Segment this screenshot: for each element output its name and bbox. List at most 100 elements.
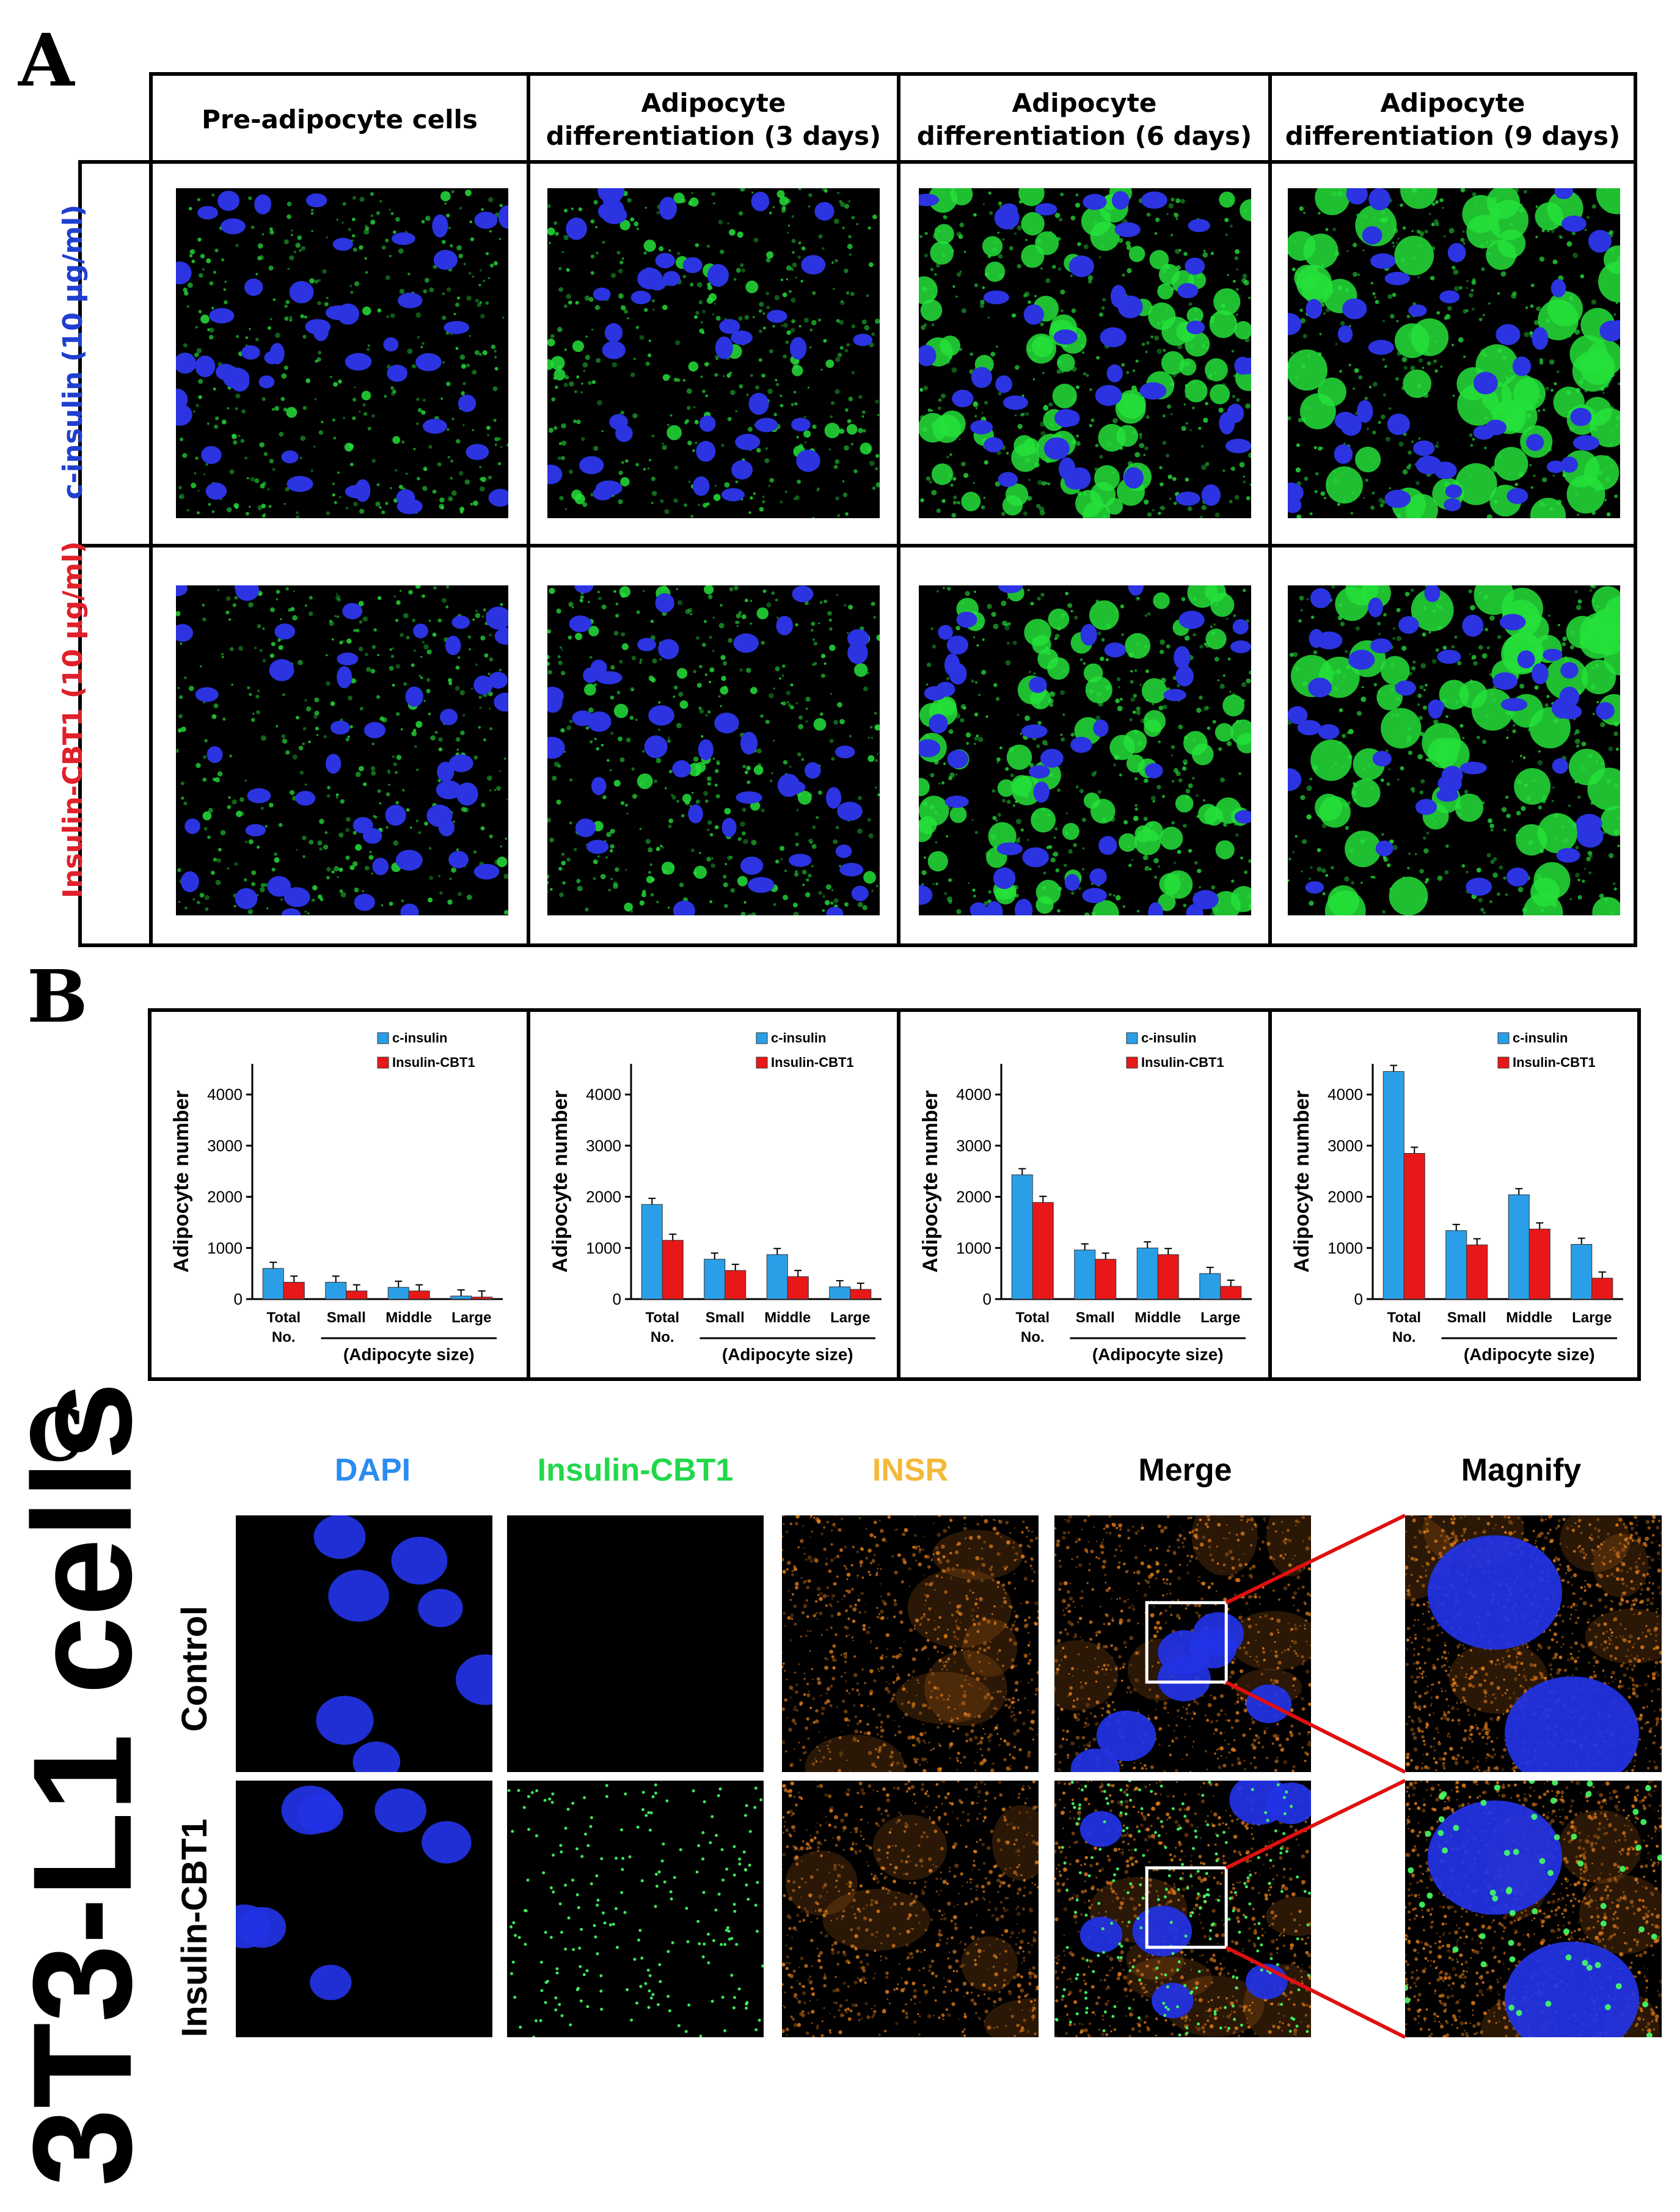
bar xyxy=(388,1287,409,1299)
bar xyxy=(787,1276,808,1299)
bar xyxy=(409,1291,429,1299)
column-header: Adipocyte differentiation (9 days) xyxy=(1272,79,1634,160)
y-tick-label: 2000 xyxy=(1328,1188,1363,1206)
y-tick-label: 0 xyxy=(234,1290,243,1308)
row-label-insulin-cbt1-c: Insulin-CBT1 xyxy=(174,1787,217,2068)
row-label-insulin-cbt1: Insulin-CBT1 (10 μg/ml) xyxy=(57,593,92,898)
cell-line-label: 3T3-L1 cells xyxy=(12,1357,159,2212)
bar xyxy=(326,1282,346,1299)
x-tick-label: Large xyxy=(1572,1309,1612,1326)
row-label-control: Control xyxy=(174,1559,217,1779)
bar xyxy=(1467,1245,1488,1299)
y-tick-label: 3000 xyxy=(1328,1137,1363,1155)
micrograph xyxy=(919,585,1251,915)
y-axis-label: Adipocyte number xyxy=(1290,1090,1313,1272)
x-axis-label: (Adipocyte size) xyxy=(722,1345,853,1364)
legend-label: c-insulin xyxy=(1513,1030,1568,1046)
bar xyxy=(850,1289,871,1299)
x-tick-label: Large xyxy=(1200,1309,1240,1326)
y-tick-label: 3000 xyxy=(956,1137,992,1155)
fluorescence-image xyxy=(1405,1781,1662,2037)
x-tick-label: Total xyxy=(645,1309,679,1326)
legend-swatch xyxy=(756,1057,767,1068)
x-tick-label: Total xyxy=(266,1309,301,1326)
fluorescence-image xyxy=(507,1515,764,1772)
x-tick-label: Middle xyxy=(1134,1309,1181,1326)
y-tick-label: 0 xyxy=(613,1290,621,1308)
bar xyxy=(830,1287,850,1299)
column-header: Pre-adipocyte cells xyxy=(153,79,527,160)
legend-label: Insulin-CBT1 xyxy=(1513,1055,1596,1070)
row-label-c-insulin: c-insulin (10 μg/ml) xyxy=(57,199,92,505)
column-header: Adipocyte differentiation (3 days) xyxy=(530,79,897,160)
grid-line xyxy=(149,72,153,947)
legend-swatch xyxy=(756,1033,767,1044)
bar xyxy=(704,1259,725,1299)
x-tick-label: Small xyxy=(327,1309,366,1326)
x-tick-label: Small xyxy=(706,1309,745,1326)
grid-line xyxy=(149,160,1637,164)
y-tick-label: 0 xyxy=(1354,1290,1363,1308)
column-header: Adipocyte differentiation (6 days) xyxy=(900,79,1268,160)
x-tick-label: No. xyxy=(1392,1329,1416,1346)
y-tick-label: 2000 xyxy=(956,1188,992,1206)
micrograph xyxy=(1288,188,1620,518)
bar xyxy=(641,1204,662,1299)
bar xyxy=(283,1282,304,1299)
fluorescence-image xyxy=(236,1515,492,1772)
legend-label: Insulin-CBT1 xyxy=(1141,1055,1224,1070)
x-tick-label: No. xyxy=(1021,1329,1045,1346)
fluorescence-image xyxy=(782,1515,1039,1772)
micrograph xyxy=(1288,585,1620,915)
y-tick-label: 1000 xyxy=(956,1239,992,1257)
x-tick-label: Middle xyxy=(385,1309,432,1326)
y-tick-label: 1000 xyxy=(207,1239,243,1257)
grid-line xyxy=(78,943,1637,947)
bar xyxy=(1032,1203,1053,1299)
column-header-insr: INSR xyxy=(788,1454,1032,1486)
bar xyxy=(472,1297,492,1299)
x-tick-label: Small xyxy=(1076,1309,1115,1326)
y-tick-label: 3000 xyxy=(586,1137,621,1155)
y-axis-label: Adipocyte number xyxy=(919,1090,942,1272)
column-header-insulin-cbt1: Insulin-CBT1 xyxy=(507,1454,764,1486)
legend-swatch xyxy=(378,1033,389,1044)
legend-label: Insulin-CBT1 xyxy=(392,1055,475,1070)
bar xyxy=(1075,1250,1095,1299)
bar xyxy=(1012,1175,1032,1299)
x-tick-label: Small xyxy=(1447,1309,1486,1326)
bar xyxy=(1529,1229,1550,1299)
bar xyxy=(1508,1195,1529,1299)
y-axis-label: Adipocyte number xyxy=(549,1090,572,1272)
fluorescence-image xyxy=(1054,1515,1311,1772)
bar xyxy=(263,1269,283,1299)
legend-swatch xyxy=(1498,1033,1509,1044)
legend-swatch xyxy=(1498,1057,1509,1068)
legend-swatch xyxy=(1127,1033,1138,1044)
y-tick-label: 1000 xyxy=(586,1239,621,1257)
fluorescence-image xyxy=(1054,1781,1311,2037)
x-axis-label: (Adipocyte size) xyxy=(1092,1345,1224,1364)
bar xyxy=(1158,1254,1178,1299)
micrograph xyxy=(176,585,508,915)
grid-line xyxy=(1268,72,1272,947)
bar xyxy=(1571,1244,1592,1299)
x-tick-label: Middle xyxy=(1506,1309,1552,1326)
y-tick-label: 2000 xyxy=(207,1188,243,1206)
x-tick-label: Large xyxy=(451,1309,491,1326)
legend-swatch xyxy=(1127,1057,1138,1068)
legend-label: Insulin-CBT1 xyxy=(771,1055,854,1070)
grid-line xyxy=(78,160,153,164)
micrograph xyxy=(547,585,880,915)
bar xyxy=(1592,1278,1613,1299)
x-axis-label: (Adipocyte size) xyxy=(343,1345,475,1364)
bar xyxy=(1446,1231,1467,1299)
grid-line xyxy=(1634,72,1637,947)
y-tick-label: 3000 xyxy=(207,1137,243,1155)
bar xyxy=(1221,1286,1241,1299)
y-tick-label: 4000 xyxy=(956,1085,992,1104)
column-header-merge: Merge xyxy=(1057,1454,1313,1486)
